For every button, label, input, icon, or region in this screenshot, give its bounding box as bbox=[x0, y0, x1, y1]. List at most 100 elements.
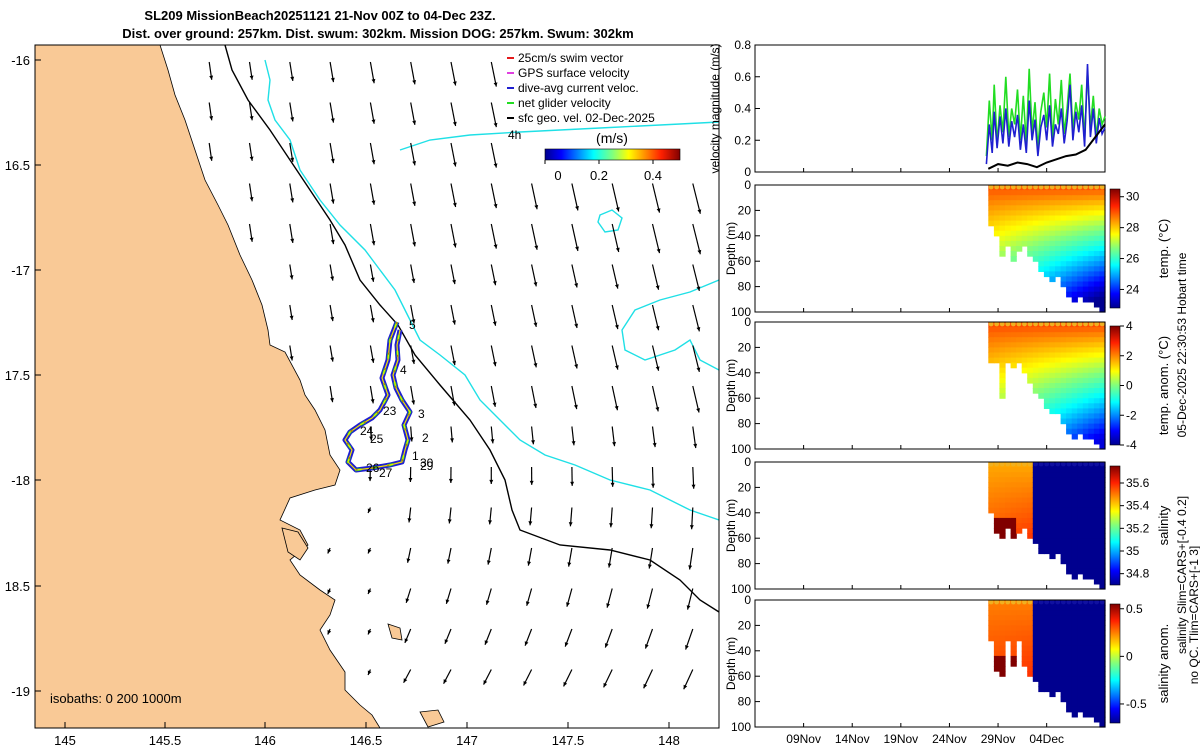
profile-cell bbox=[1021, 225, 1028, 232]
profile-cell bbox=[1060, 413, 1067, 420]
velocity-arrowhead bbox=[533, 363, 538, 368]
profile-cell bbox=[1016, 502, 1023, 509]
profile-cell bbox=[1038, 620, 1045, 626]
profile-cell bbox=[1043, 347, 1051, 354]
track-day-label: 23 bbox=[383, 404, 397, 418]
profile-cell bbox=[993, 630, 1001, 637]
profile-cell bbox=[1077, 548, 1084, 555]
profile-cell bbox=[1049, 472, 1056, 478]
profile-cell bbox=[1016, 615, 1023, 621]
depth-tick-label: 60 bbox=[738, 254, 752, 268]
depth-tick-label: 0 bbox=[744, 593, 751, 607]
velocity-ytick-label: 0.2 bbox=[734, 133, 751, 147]
profile-cell bbox=[993, 347, 1001, 354]
profile-cell bbox=[1010, 472, 1017, 478]
profile-cell bbox=[1038, 671, 1045, 677]
profile-cell bbox=[1082, 332, 1089, 338]
profile-cell bbox=[1099, 517, 1106, 524]
profile-cell bbox=[1027, 332, 1034, 338]
velocity-arrowhead bbox=[368, 476, 373, 482]
profile-cell bbox=[1071, 655, 1078, 662]
profile-cell bbox=[1066, 645, 1073, 652]
profile-cell bbox=[999, 533, 1006, 539]
depth-tick-label: 40 bbox=[738, 366, 752, 380]
profile-cell bbox=[1049, 403, 1056, 409]
velocity-arrowhead bbox=[330, 276, 335, 281]
profile-cell bbox=[1055, 200, 1062, 206]
velocity-arrowhead bbox=[371, 240, 376, 246]
profile-cell bbox=[1066, 246, 1073, 252]
profile-cell bbox=[1071, 342, 1078, 348]
profile-cell bbox=[1093, 472, 1101, 478]
velocity-arrowhead bbox=[567, 562, 572, 567]
profile-cell bbox=[1093, 200, 1101, 206]
profile-cell bbox=[1055, 362, 1062, 369]
velocity-arrowhead bbox=[644, 644, 649, 649]
profile-cell bbox=[1021, 200, 1028, 206]
profile-cell bbox=[1077, 225, 1084, 232]
island-magnetic bbox=[419, 709, 445, 728]
profile-cell bbox=[1071, 393, 1078, 399]
profile-cell bbox=[1088, 251, 1095, 257]
profile-cell bbox=[1082, 706, 1089, 713]
profile-cell bbox=[1043, 256, 1051, 262]
surface-sample-dot bbox=[988, 184, 994, 190]
profile-cell bbox=[1032, 676, 1039, 682]
profile-cell bbox=[1038, 225, 1045, 232]
profile-cell bbox=[988, 502, 995, 509]
profile-cell bbox=[1082, 347, 1089, 354]
velocity-arrowhead bbox=[533, 322, 538, 327]
profile-cell bbox=[1055, 610, 1062, 616]
profile-cell bbox=[1038, 393, 1045, 399]
profile-cell bbox=[1016, 472, 1023, 478]
profile-cell bbox=[1049, 372, 1056, 379]
profile-cell bbox=[1088, 620, 1095, 626]
profile-cell bbox=[1016, 605, 1023, 611]
profile-cell bbox=[1071, 230, 1078, 237]
depth-tick-label: 0 bbox=[744, 178, 751, 192]
profile-cell bbox=[1099, 306, 1106, 313]
profile-cell bbox=[988, 352, 995, 359]
profile-cell bbox=[1099, 716, 1106, 723]
track-day-label: 4 bbox=[400, 363, 407, 377]
profile-cell bbox=[1038, 538, 1045, 544]
profile-cell bbox=[1088, 342, 1095, 348]
profile-cell bbox=[1077, 635, 1084, 642]
profile-cell bbox=[1093, 553, 1101, 560]
velocity-arrowhead bbox=[686, 605, 691, 610]
profile-cell bbox=[1021, 467, 1028, 473]
profile-cell bbox=[1077, 605, 1084, 611]
profile-cell bbox=[1049, 235, 1056, 242]
profile-cell bbox=[1077, 538, 1084, 544]
velocity-arrowhead bbox=[607, 563, 612, 568]
profile-cell bbox=[993, 467, 1001, 473]
velocity-arrowhead bbox=[249, 156, 254, 161]
profile-cell bbox=[1077, 367, 1084, 374]
profile-cell bbox=[1088, 696, 1095, 703]
profile-cell bbox=[1077, 251, 1084, 257]
profile-cell bbox=[1055, 487, 1062, 494]
profile-cell bbox=[1060, 256, 1067, 262]
profile-cell bbox=[1016, 477, 1023, 483]
profile-cell bbox=[1032, 200, 1039, 206]
velocity-arrowhead bbox=[683, 684, 688, 690]
profile-cell bbox=[1093, 467, 1101, 473]
time-tick-label: 24Nov bbox=[932, 732, 967, 746]
profile-cell bbox=[1071, 661, 1078, 667]
profile-cell bbox=[1077, 533, 1084, 539]
profile-cell bbox=[1055, 472, 1062, 478]
profile-cell bbox=[1060, 418, 1067, 425]
profile-cell bbox=[1060, 347, 1067, 354]
profile-cell bbox=[1088, 383, 1095, 389]
profile-cell bbox=[1071, 615, 1078, 621]
track-path bbox=[344, 321, 411, 471]
profile-cell bbox=[1088, 230, 1095, 237]
profile-cell bbox=[1021, 337, 1028, 343]
velocity-arrow bbox=[651, 264, 660, 290]
velocity-arrow bbox=[651, 304, 660, 331]
profile-cell bbox=[1071, 512, 1078, 519]
surface-sample-dot bbox=[1099, 184, 1105, 190]
profile-cell bbox=[1082, 393, 1089, 399]
profile-cell bbox=[1066, 625, 1073, 632]
velocity-arrowhead bbox=[492, 361, 497, 367]
